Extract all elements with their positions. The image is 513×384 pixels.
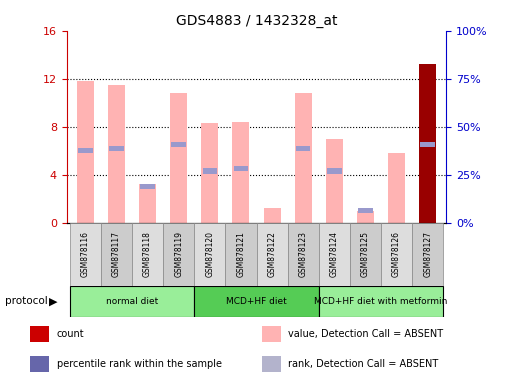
Bar — [108, 85, 125, 223]
Text: count: count — [56, 329, 84, 339]
Bar — [381, 223, 412, 286]
Bar — [203, 168, 217, 174]
Bar — [319, 223, 350, 286]
Bar — [141, 184, 155, 189]
Bar — [194, 286, 319, 317]
Text: GSM878127: GSM878127 — [423, 232, 432, 277]
Bar — [256, 223, 288, 286]
Bar — [388, 153, 405, 223]
Bar — [319, 286, 443, 317]
Text: protocol: protocol — [5, 296, 48, 306]
Bar — [70, 223, 101, 286]
Bar — [70, 286, 194, 317]
Bar — [419, 65, 436, 223]
Bar — [201, 123, 219, 223]
Bar — [77, 81, 94, 223]
Text: GSM878125: GSM878125 — [361, 232, 370, 277]
Text: GSM878121: GSM878121 — [236, 232, 245, 277]
Title: GDS4883 / 1432328_at: GDS4883 / 1432328_at — [176, 14, 337, 28]
Bar — [262, 326, 281, 342]
Bar — [30, 326, 49, 342]
Text: MCD+HF diet with metformin: MCD+HF diet with metformin — [314, 297, 448, 306]
Bar — [357, 211, 374, 223]
Text: normal diet: normal diet — [106, 297, 158, 306]
Bar — [350, 223, 381, 286]
Text: GSM878123: GSM878123 — [299, 232, 308, 277]
Bar — [288, 223, 319, 286]
Bar — [420, 142, 435, 147]
Bar — [225, 223, 256, 286]
Bar — [101, 223, 132, 286]
Text: percentile rank within the sample: percentile rank within the sample — [56, 359, 222, 369]
Bar — [30, 356, 49, 372]
Text: value, Detection Call = ABSENT: value, Detection Call = ABSENT — [288, 329, 443, 339]
Bar — [327, 168, 342, 174]
Text: GSM878124: GSM878124 — [330, 232, 339, 277]
Bar — [139, 184, 156, 223]
Text: GSM878118: GSM878118 — [143, 232, 152, 277]
Bar — [358, 208, 372, 214]
Text: GSM878119: GSM878119 — [174, 232, 183, 277]
Text: GSM878117: GSM878117 — [112, 232, 121, 277]
Text: ▶: ▶ — [49, 296, 57, 306]
Bar — [262, 356, 281, 372]
Bar — [170, 93, 187, 223]
Bar — [326, 139, 343, 223]
Text: GSM878126: GSM878126 — [392, 232, 401, 277]
Bar — [264, 208, 281, 223]
Text: GSM878120: GSM878120 — [205, 232, 214, 277]
Text: MCD+HF diet: MCD+HF diet — [226, 297, 287, 306]
Bar — [232, 122, 249, 223]
Text: GSM878122: GSM878122 — [268, 232, 277, 277]
Text: rank, Detection Call = ABSENT: rank, Detection Call = ABSENT — [288, 359, 439, 369]
Bar — [163, 223, 194, 286]
Text: GSM878116: GSM878116 — [81, 232, 90, 277]
Bar — [132, 223, 163, 286]
Bar — [296, 146, 310, 151]
Bar — [194, 223, 225, 286]
Bar — [109, 146, 124, 151]
Bar — [294, 93, 312, 223]
Bar — [171, 142, 186, 147]
Bar — [78, 148, 93, 153]
Bar — [233, 166, 248, 171]
Bar — [412, 223, 443, 286]
